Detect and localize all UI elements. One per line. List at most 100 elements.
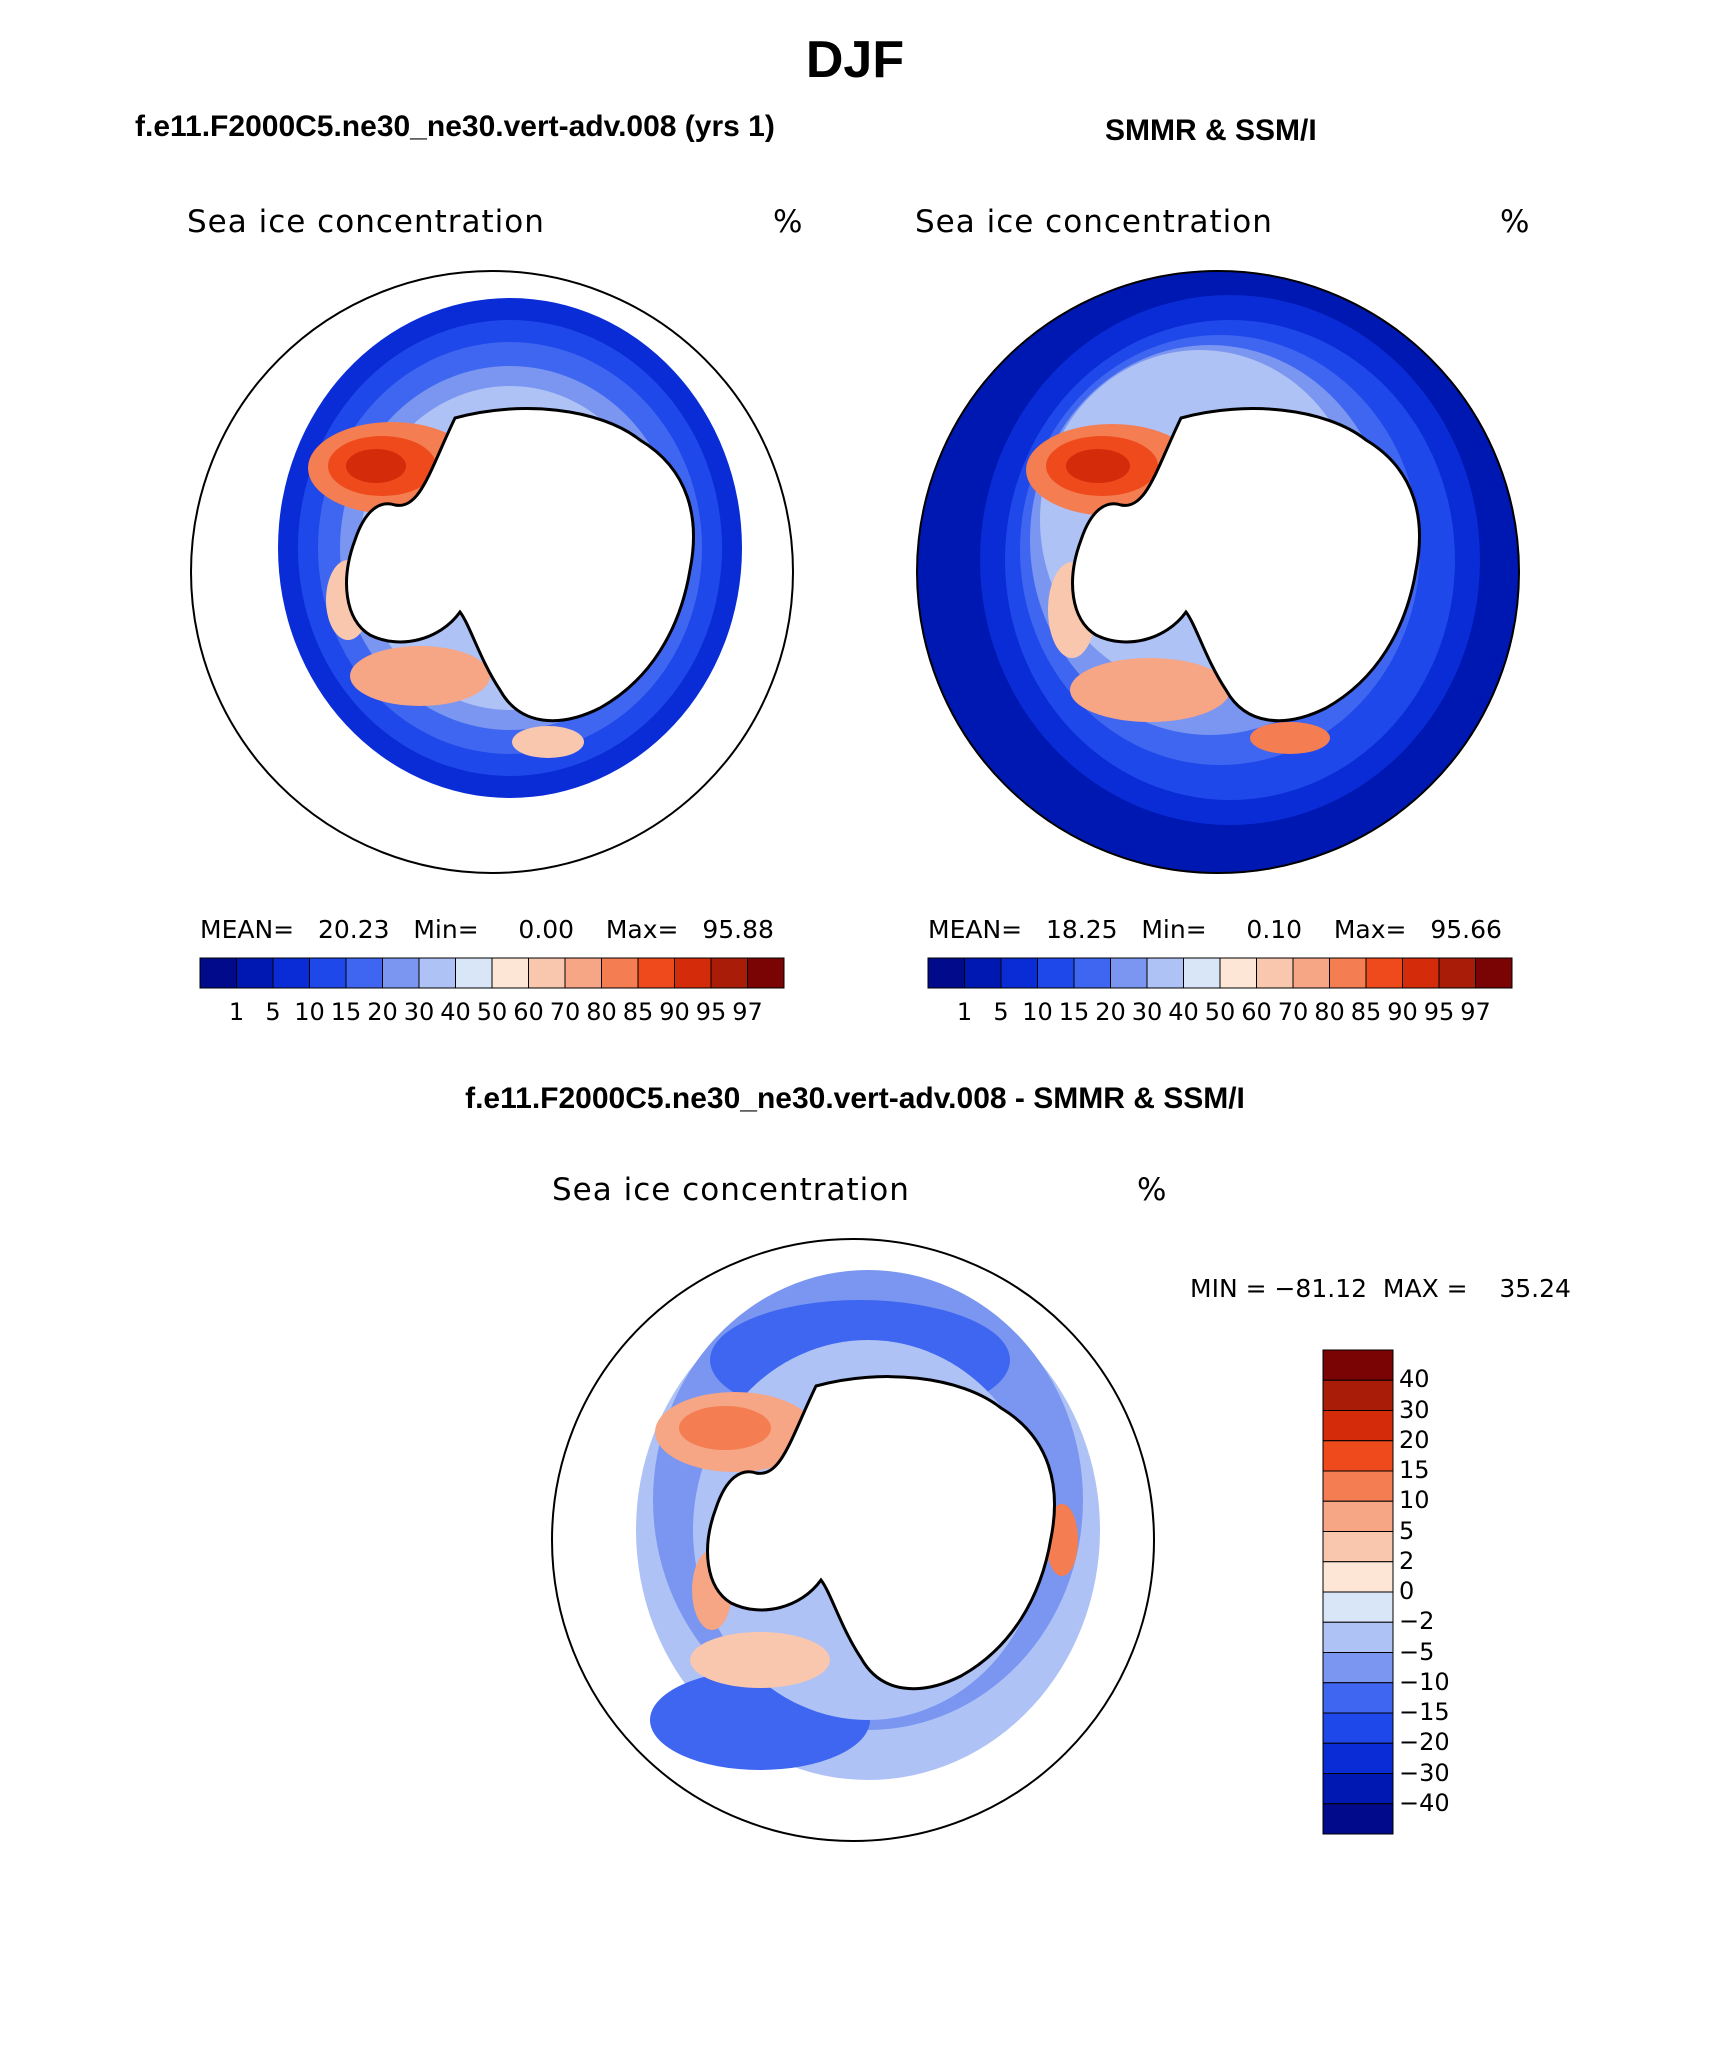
obs-colorbar-tick-label: 70 (1277, 998, 1309, 1026)
model-colorbar-swatch (491, 957, 529, 989)
model-colorbar-tick-label: 85 (622, 998, 654, 1026)
model-colorbar-swatch (199, 957, 237, 989)
obs-colorbar-swatch (1256, 957, 1294, 989)
diff-colorbar-tick-label: −20 (1399, 1728, 1450, 1757)
diff-colorbar-tick-label: 20 (1399, 1425, 1430, 1454)
model-colorbar-tick-label: 40 (440, 998, 471, 1026)
model-colorbar-tick-label: 97 (732, 998, 763, 1026)
diff-colorbar-swatch (1322, 1712, 1394, 1744)
diff-colorbar-swatch (1322, 1773, 1394, 1805)
obs-stats: MEAN= 18.25 Min= 0.10 Max= 95.66 (928, 915, 1502, 944)
model-case-title: f.e11.F2000C5.ne30_ne30.vert-adv.008 (yr… (135, 110, 775, 143)
diff-colorbar-tick-label: −5 (1399, 1637, 1435, 1666)
model-colorbar-tick-label: 60 (513, 998, 544, 1026)
model-panel-label: Sea ice concentration (187, 204, 545, 240)
diff-case-title: f.e11.F2000C5.ne30_ne30.vert-adv.008 - S… (465, 1082, 1245, 1115)
obs-colorbar-swatch (1292, 957, 1330, 989)
model-panel-units: % (773, 204, 804, 240)
obs-colorbar-swatch (1329, 957, 1367, 989)
model-stats: MEAN= 20.23 Min= 0.00 Max= 95.88 (200, 915, 774, 944)
obs-colorbar-swatch (1475, 957, 1513, 989)
obs-colorbar-tick-label: 40 (1168, 998, 1199, 1026)
obs-colorbar-tick-label: 95 (1423, 998, 1455, 1026)
figure-title: DJF (805, 31, 905, 89)
obs-colorbar-swatch (1183, 957, 1221, 989)
diff-colorbar-swatch (1322, 1500, 1394, 1532)
diff-colorbar-swatch (1322, 1803, 1394, 1835)
model-colorbar-tick-label: 1 (228, 998, 245, 1026)
diff-antarctica (706, 1375, 1056, 1691)
obs-colorbar-swatch (1219, 957, 1257, 989)
diff-colorbar-tick-label: 40 (1399, 1365, 1430, 1394)
model-colorbar-tick-label: 15 (330, 998, 362, 1026)
diff-colorbar-swatch (1322, 1621, 1394, 1653)
diff-colorbar-swatch (1322, 1440, 1394, 1472)
model-colorbar-tick-label: 10 (294, 998, 325, 1026)
diff-colorbar-swatch (1322, 1561, 1394, 1593)
model-colorbar-tick-label: 5 (265, 998, 281, 1026)
obs-colorbar-tick-label: 85 (1350, 998, 1382, 1026)
model-colorbar-tick-label: 90 (659, 998, 690, 1026)
obs-case-title: SMMR & SSM/I (1105, 114, 1317, 147)
diff-colorbar-tick-label: 5 (1399, 1516, 1415, 1545)
model-colorbar-tick-label: 50 (476, 998, 508, 1026)
model-colorbar-tick-label: 70 (549, 998, 581, 1026)
obs-map-border (916, 270, 1520, 874)
obs-colorbar-swatch (964, 957, 1002, 989)
obs-colorbar-swatch (1438, 957, 1476, 989)
diff-colorbar-tick-label: 15 (1399, 1456, 1430, 1484)
diff-colorbar-tick-label: −40 (1399, 1788, 1450, 1817)
diff-panel-label: Sea ice concentration (552, 1172, 910, 1208)
diff-minmax: MIN = −81.12 MAX = 35.24 (1190, 1274, 1571, 1303)
obs-antarctica (1071, 407, 1421, 723)
diff-colorbar-swatch (1322, 1349, 1394, 1381)
model-colorbar (199, 957, 785, 989)
obs-colorbar-tick-label: 15 (1058, 998, 1090, 1026)
model-colorbar-swatch (601, 957, 639, 989)
obs-colorbar-tick-label: 10 (1022, 998, 1053, 1026)
model-colorbar-swatch (455, 957, 493, 989)
model-colorbar-swatch (528, 957, 566, 989)
diff-colorbar-swatch (1322, 1742, 1394, 1774)
model-colorbar-swatch (637, 957, 675, 989)
diff-map-border (551, 1238, 1155, 1842)
model-map-border (190, 270, 794, 874)
diff-colorbar-tick-label: 0 (1399, 1577, 1415, 1605)
model-colorbar-swatch (564, 957, 602, 989)
diff-colorbar-tick-label: 10 (1399, 1486, 1430, 1515)
model-colorbar-swatch (674, 957, 712, 989)
obs-colorbar-tick-label: 50 (1204, 998, 1236, 1026)
model-colorbar-swatch (272, 957, 310, 989)
obs-colorbar-swatch (1037, 957, 1075, 989)
diff-colorbar-swatch (1322, 1652, 1394, 1684)
obs-colorbar-swatch (1073, 957, 1111, 989)
obs-colorbar-tick-label: 20 (1095, 998, 1126, 1026)
diff-colorbar-tick-label: −30 (1399, 1758, 1450, 1787)
diff-colorbar-tick-label: −2 (1399, 1607, 1435, 1636)
diff-colorbar-swatch (1322, 1531, 1394, 1563)
diff-colorbar-tick-label: −10 (1399, 1667, 1450, 1696)
obs-colorbar-swatch (927, 957, 965, 989)
obs-colorbar-tick-label: 1 (956, 998, 973, 1026)
obs-panel-label: Sea ice concentration (915, 204, 1273, 240)
obs-colorbar-tick-label: 5 (993, 998, 1009, 1026)
obs-colorbar-tick-label: 97 (1460, 998, 1491, 1026)
diff-colorbar-swatch (1322, 1682, 1394, 1714)
model-colorbar-swatch (710, 957, 748, 989)
model-colorbar-tick-label: 95 (695, 998, 727, 1026)
model-colorbar-swatch (747, 957, 785, 989)
diff-colorbar-swatch (1322, 1591, 1394, 1623)
diff-colorbar-swatch (1322, 1379, 1394, 1411)
obs-colorbar-swatch (1365, 957, 1403, 989)
model-colorbar-swatch (309, 957, 347, 989)
obs-colorbar-tick-label: 60 (1241, 998, 1272, 1026)
diff-colorbar-tick-label: 30 (1399, 1395, 1430, 1424)
diff-panel-units: % (1137, 1172, 1168, 1208)
obs-panel-units: % (1500, 204, 1531, 240)
obs-colorbar-tick-label: 90 (1387, 998, 1418, 1026)
obs-colorbar-swatch (1110, 957, 1148, 989)
model-colorbar-swatch (345, 957, 383, 989)
obs-colorbar (927, 957, 1513, 989)
model-colorbar-tick-label: 20 (367, 998, 398, 1026)
